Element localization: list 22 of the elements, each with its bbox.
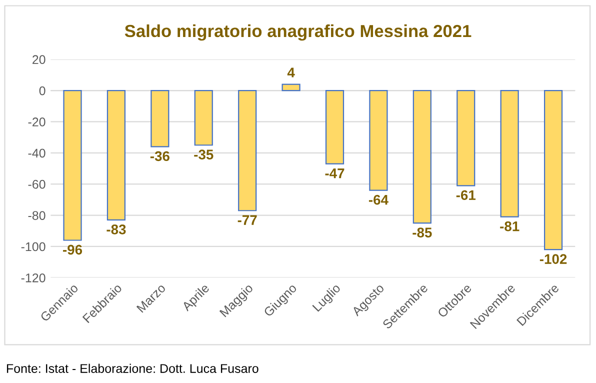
data-label: -36 [150,151,170,162]
y-tick-label: -100 [21,242,46,252]
data-label: -77 [238,215,257,225]
data-label: 4 [287,68,295,78]
data-label: -64 [368,194,388,205]
y-tick-label: -60 [28,180,46,189]
source-note: Fonte: Istat - Elaborazione: Dott. Luca Fusaro [6,364,258,373]
data-label: -96 [63,244,82,255]
data-label: -35 [194,150,214,160]
chart-title: Saldo migratorio anagrafico Messina 2021 [124,24,472,41]
y-tick-label: -120 [21,273,46,282]
data-label: -81 [500,221,520,232]
data-label: -61 [456,190,476,200]
data-label: -85 [412,228,432,238]
data-label: -83 [106,224,126,234]
y-tick-label: -40 [28,148,46,158]
y-tick-label: -80 [28,211,46,220]
y-tick-label: -20 [28,118,46,126]
y-tick-label: 20 [32,55,46,64]
y-tick-label: 0 [39,86,46,96]
data-label: -102 [540,254,567,264]
data-label: -47 [325,168,344,178]
